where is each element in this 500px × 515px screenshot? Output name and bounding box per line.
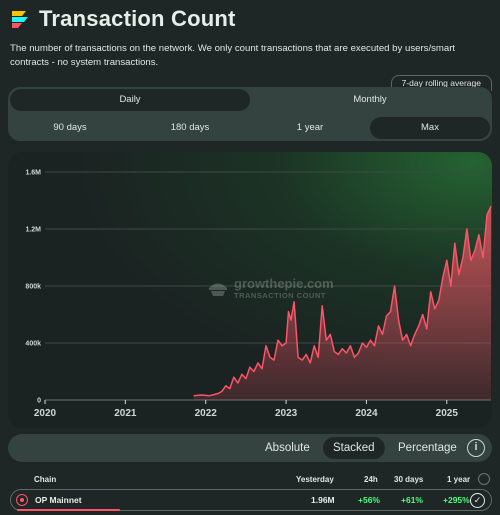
watermark-brand: growthepie.com xyxy=(234,276,334,291)
transaction-count-chart[interactable]: 0 400k 800k 1.2M 1.6M 2020 2021 2022 2023 2024 20… xyxy=(8,152,492,428)
table-header: Chain Yesterday 24h 30 days 1 year xyxy=(0,472,500,488)
page-header: Transaction Count xyxy=(8,4,236,34)
x-tick-label: 2020 xyxy=(34,408,57,419)
page-title: Transaction Count xyxy=(39,6,236,31)
header-chain: Chain xyxy=(34,475,57,484)
x-tick-label: 2025 xyxy=(436,408,459,419)
series-area-op-mainnet xyxy=(193,206,491,400)
x-tick-label: 2024 xyxy=(355,408,378,419)
granularity-selector: Daily Monthly xyxy=(10,89,490,111)
header-24h: 24h xyxy=(364,475,378,484)
growthepie-watermark-icon xyxy=(209,283,227,296)
mode-stacked-button[interactable]: Stacked xyxy=(323,437,385,459)
display-mode-bar: Absolute Stacked Percentage i xyxy=(8,434,492,462)
y-tick-label: 400k xyxy=(25,341,41,348)
timespan-180-days-button[interactable]: 180 days xyxy=(170,122,210,133)
chart-container[interactable]: 0 400k 800k 1.2M 1.6M 2020 2021 2022 2023 2024 20… xyxy=(8,152,492,428)
op-mainnet-icon xyxy=(16,494,28,506)
row-checked-icon[interactable]: ✓ xyxy=(470,493,485,508)
x-tick-label: 2022 xyxy=(195,408,218,419)
watermark: growthepie.com TRANSACTION COUNT xyxy=(206,276,334,300)
y-tick-label: 1.2M xyxy=(25,227,41,234)
y-tick-label: 1.6M xyxy=(25,170,41,177)
page-description: The number of transactions on the networ… xyxy=(10,43,456,68)
y-tick-label: 800k xyxy=(25,284,41,291)
table-row[interactable]: OP Mainnet 1.96M +56% +61% +295% ✓ xyxy=(10,489,492,511)
timespan-90-days-button[interactable]: 90 days xyxy=(53,122,87,133)
granularity-monthly-button[interactable]: Monthly xyxy=(353,94,387,105)
granularity-daily-button[interactable]: Daily xyxy=(10,89,250,111)
row-30d-change: +61% xyxy=(401,495,423,505)
timespan-max-button[interactable]: Max xyxy=(370,117,490,139)
row-24h-change: +56% xyxy=(358,495,380,505)
row-share-bar xyxy=(17,509,120,511)
header-30-days: 30 days xyxy=(394,475,424,484)
chart-controls: Daily Monthly 90 days 180 days 1 year Ma… xyxy=(8,87,492,141)
row-chain-name: OP Mainnet xyxy=(35,495,82,505)
x-tick-label: 2021 xyxy=(114,408,137,419)
timespan-1-year-button[interactable]: 1 year xyxy=(296,122,324,133)
series-line-op-mainnet xyxy=(193,205,492,397)
row-1y-change: +295% xyxy=(443,495,470,505)
x-tick-label: 2023 xyxy=(275,408,298,419)
mode-percentage-button[interactable]: Percentage xyxy=(398,442,457,454)
row-yesterday-value: 1.96M xyxy=(311,495,335,505)
timespan-selector: 90 days 180 days 1 year Max xyxy=(10,117,490,139)
info-icon[interactable]: i xyxy=(467,439,485,457)
y-tick-label: 0 xyxy=(37,398,41,405)
header-1-year: 1 year xyxy=(447,475,471,484)
select-all-check-icon[interactable] xyxy=(478,473,490,485)
header-yesterday: Yesterday xyxy=(296,475,334,484)
mode-absolute-button[interactable]: Absolute xyxy=(265,442,310,454)
growthepie-logo-icon xyxy=(12,11,28,28)
watermark-metric: TRANSACTION COUNT xyxy=(234,291,326,300)
